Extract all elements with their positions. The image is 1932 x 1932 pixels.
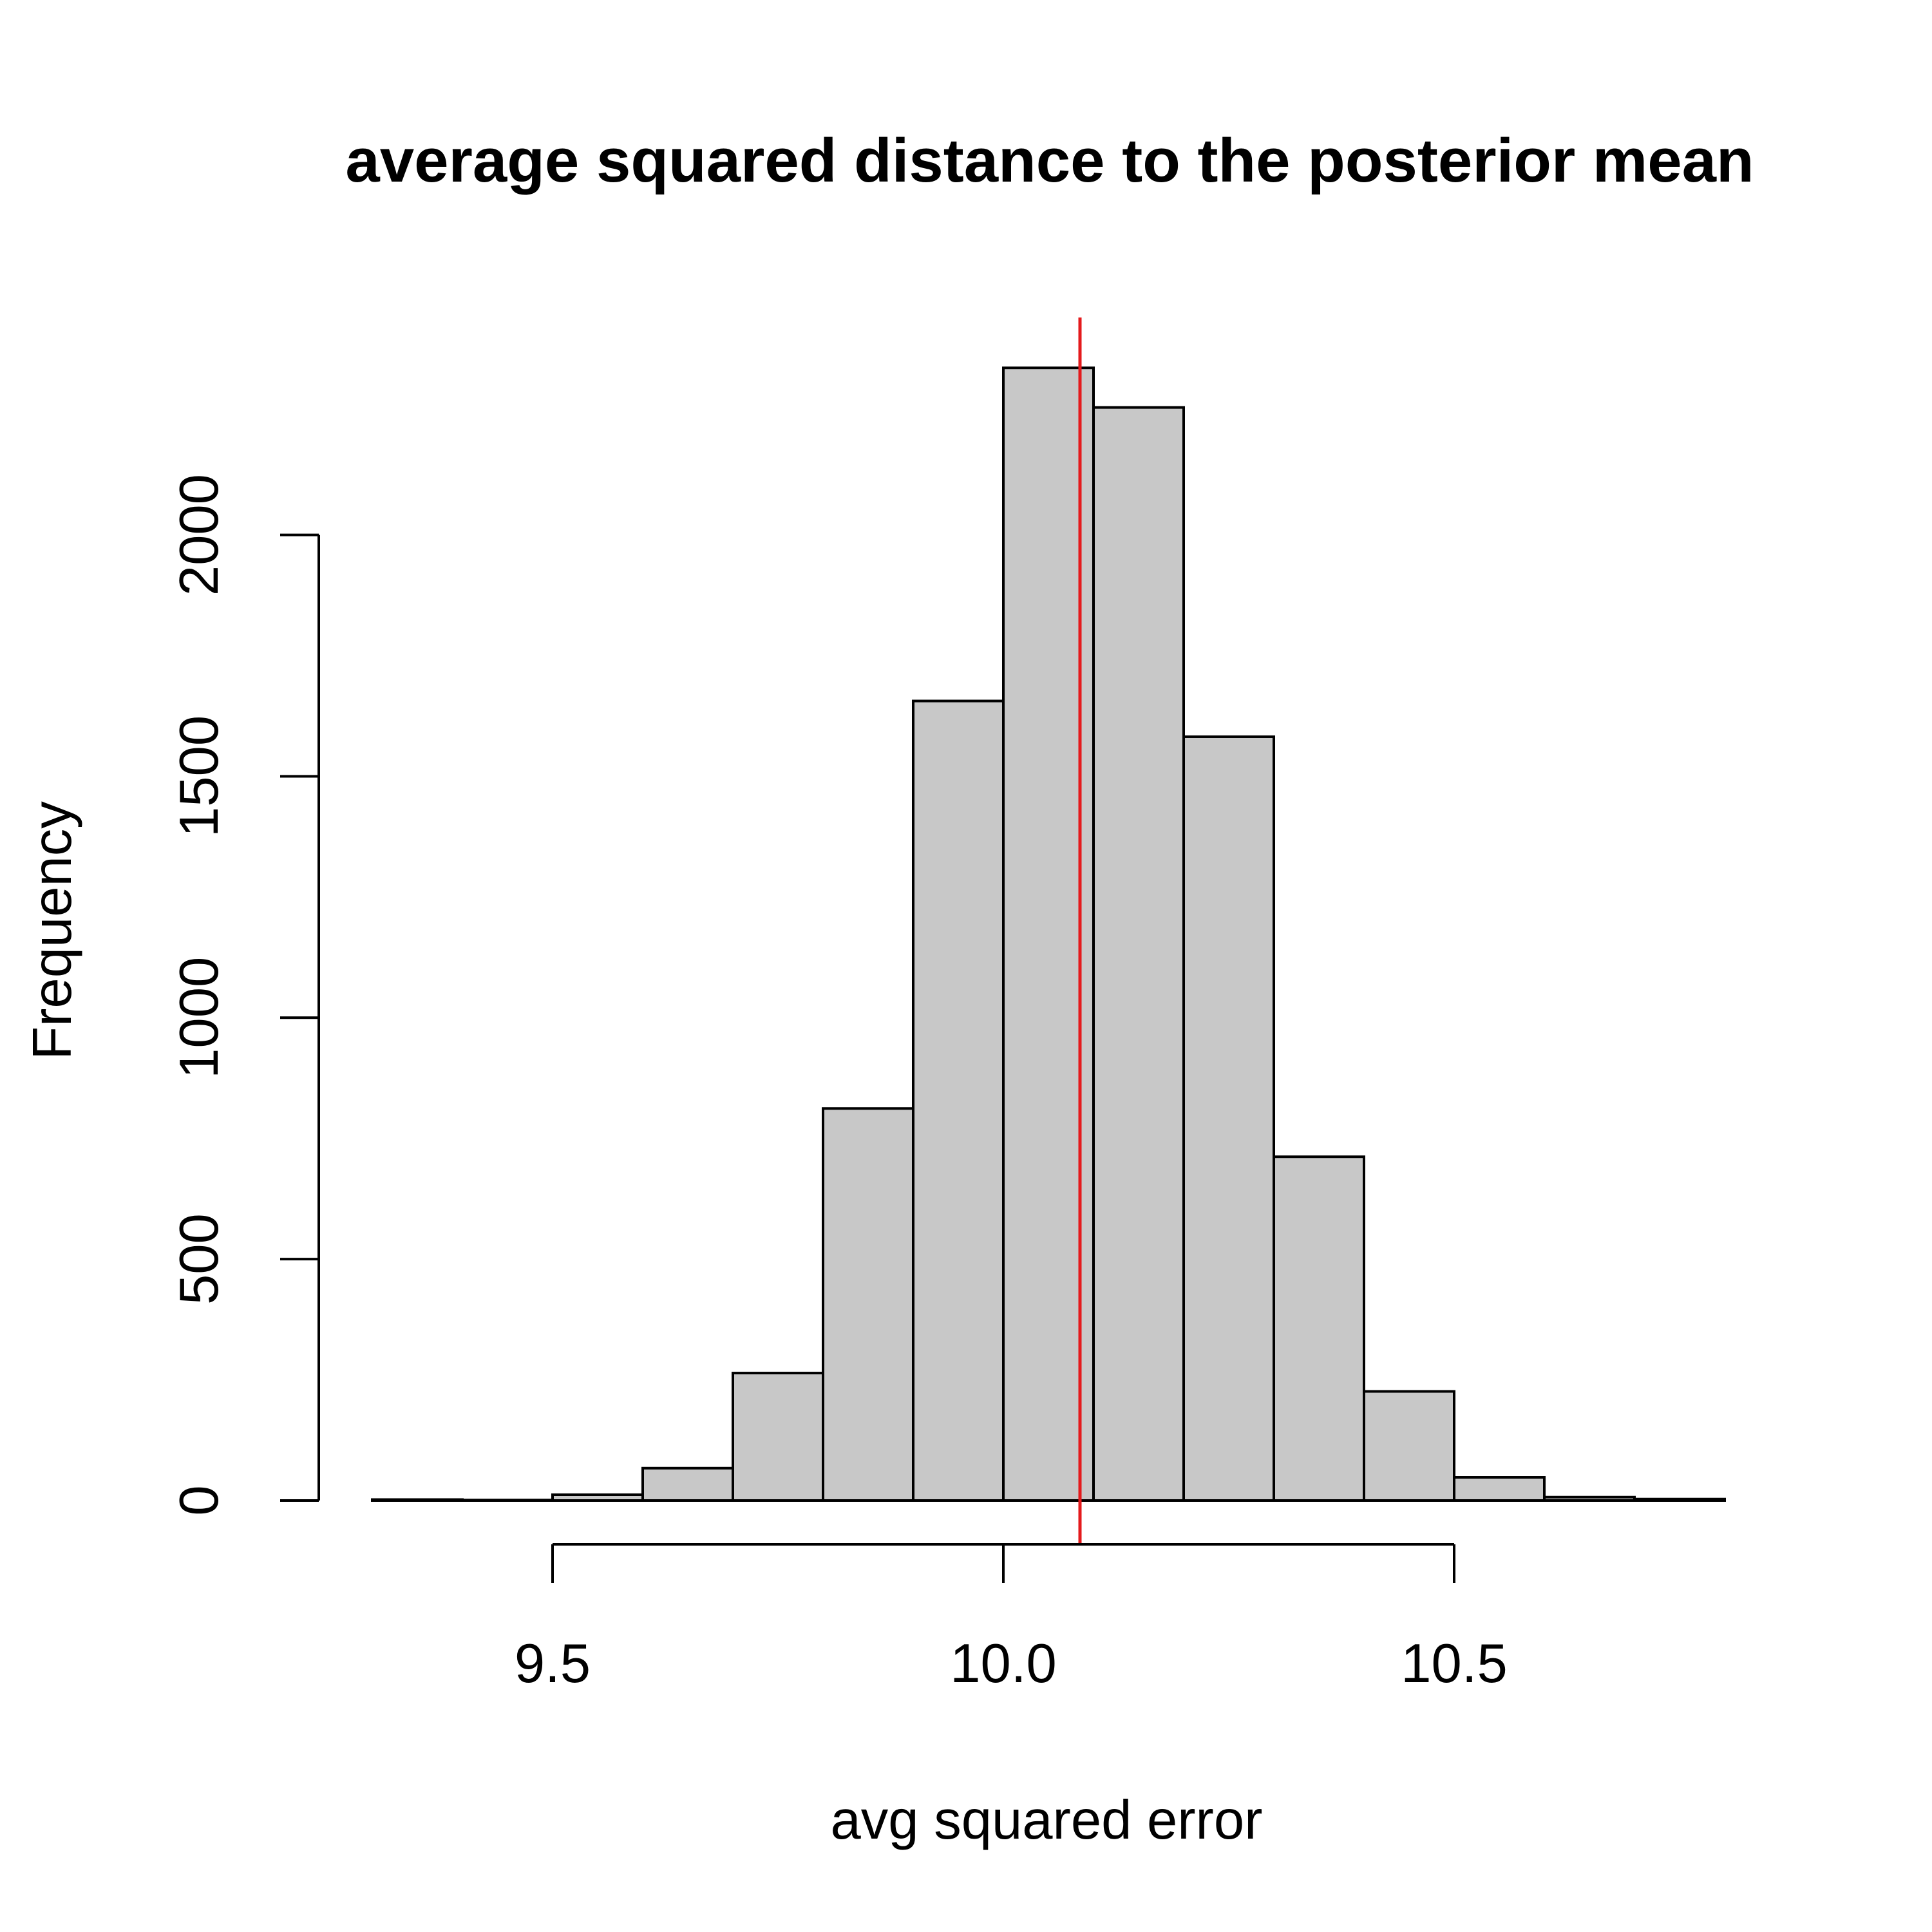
histogram-bar	[1363, 1390, 1455, 1502]
histogram-bar	[912, 699, 1005, 1502]
histogram-bar	[1182, 735, 1275, 1502]
histogram-bar	[1543, 1495, 1636, 1502]
histogram-bar	[822, 1107, 914, 1502]
y-tick-label: 2000	[169, 474, 230, 596]
histogram-bar	[461, 1499, 554, 1502]
histogram-bar	[1092, 406, 1185, 1502]
x-tick-label: 10.5	[1401, 1633, 1507, 1694]
x-axis: 9.5 10.0 10.5	[515, 1543, 1508, 1694]
y-axis: 0 500 1000 1500 2000	[169, 474, 320, 1516]
y-tick-label: 500	[169, 1213, 230, 1305]
x-axis-label: avg squared error	[831, 1790, 1263, 1851]
x-tick-label: 10.0	[950, 1633, 1056, 1694]
histogram-bar	[641, 1466, 734, 1502]
y-axis-label: Frequency	[22, 801, 83, 1060]
y-tick-label: 1000	[169, 957, 230, 1079]
x-tick-label: 9.5	[515, 1633, 591, 1694]
chart-title: average squared distance to the posterio…	[345, 126, 1754, 195]
y-tick-label: 0	[169, 1485, 230, 1515]
histogram-bar	[1273, 1155, 1365, 1502]
histogram-bar	[1453, 1476, 1546, 1502]
histogram-bar	[1633, 1497, 1726, 1502]
histogram-bar	[371, 1498, 464, 1502]
bars-group	[371, 366, 1726, 1502]
histogram-bar	[732, 1372, 824, 1502]
y-tick-label: 1500	[169, 715, 230, 837]
histogram-bar	[551, 1493, 644, 1502]
